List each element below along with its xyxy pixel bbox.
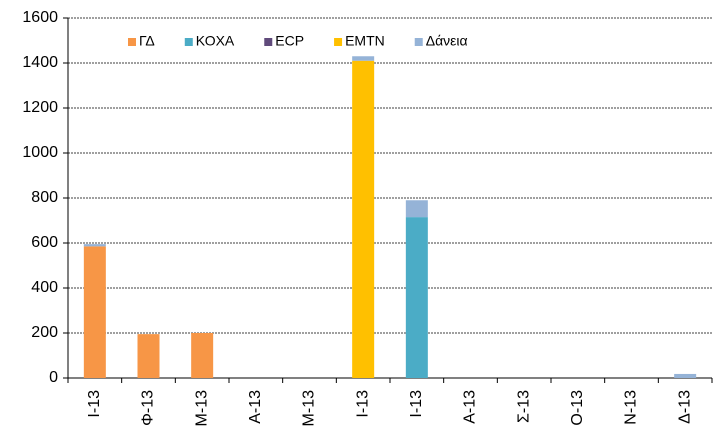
y-tick-label: 400 [31,279,58,296]
x-tick-label: Ν-13 [623,390,640,425]
legend-swatch [184,38,193,46]
y-tick-label: 800 [31,189,58,206]
y-tick-label: 1400 [22,54,58,71]
bar-segment [352,56,375,61]
x-tick-label: Ι-13 [354,390,371,418]
legend-label: ΓΔ [139,33,155,49]
legend-label: Δάνεια [426,33,468,49]
y-tick-label: 1600 [22,9,58,26]
bar-segment [352,60,375,378]
legend-label: ECP [275,33,304,49]
legend-label: ΚΟΧΑ [196,33,235,49]
bar-segment [674,373,697,378]
bar-segment [405,200,428,218]
x-tick-label: Δ-13 [676,390,693,424]
x-tick-label: Μ-13 [193,390,210,427]
legend-label: EMTN [345,33,385,49]
y-tick-label: 200 [31,324,58,341]
x-tick-label: Ι-13 [86,390,103,418]
y-tick-label: 1000 [22,144,58,161]
legend-swatch [264,38,273,46]
x-tick-label: Μ-13 [301,390,318,427]
bar-segment [83,244,106,247]
bar-segment [137,334,160,378]
x-tick-label: Α-13 [462,390,479,424]
y-tick-label: 600 [31,234,58,251]
legend-swatch [128,38,136,46]
bar-segment [83,246,106,378]
x-tick-label: Σ-13 [515,390,532,423]
y-tick-label: 1200 [22,99,58,116]
legend-swatch [414,38,423,46]
bar-segment [405,217,428,378]
y-tick-label: 0 [49,369,58,386]
x-tick-label: Φ-13 [140,390,157,426]
x-tick-label: Ι-13 [408,390,425,418]
x-tick-label: Α-13 [247,390,264,424]
x-tick-label: Ο-13 [569,390,586,426]
bar-segment [191,333,214,378]
legend-swatch [334,38,343,46]
